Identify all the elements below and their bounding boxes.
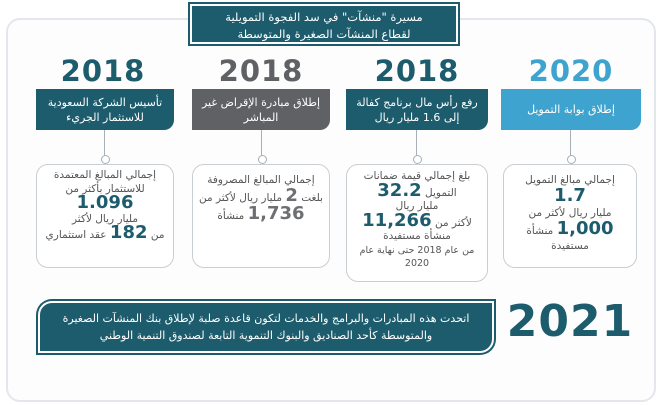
year-2018-venture-capital: 2018 [60,54,146,88]
card-indirect-lending: إجمالي المبالغ المصروفة بلغت 2 مليار ريا… [192,164,330,268]
card-value: 32.2 [377,179,422,201]
connector [567,130,576,164]
card-value: 1,000 [556,218,614,239]
footer-text: اتحدت هذه المبادرات والبرامج والخدمات لت… [62,312,470,342]
card-text: مليار ريال [395,200,439,212]
card-venture-capital: إجمالي المبالغ المعتمدة للاستثمار بأكثر … [36,164,174,268]
card-value: 11,266 [362,209,432,231]
card-value: 1.096 [76,192,134,213]
infographic-title: مسيرة "منشآت" في سد الفجوة التمويلية لقط… [190,4,458,44]
card-kafala: بلغ إجمالي قيمة ضمانات التمويل 32.2 مليا… [346,164,488,282]
card-text: التمويل [425,186,457,199]
card-text: منشأة [526,225,554,237]
banner-venture-capital: تأسيس الشركة السعودية للاستثمار الجريء [36,89,174,130]
banner-label: إطلاق مبادرة الإقراض غير المباشر [201,95,321,124]
card-text: عقد استثماري [45,229,107,241]
card-text: إجمالي المبالغ المعتمدة [53,169,157,181]
card-text: لأكثر من [434,216,472,229]
card-text: من عام 2018 حتى نهاية عام 2020 [359,244,475,270]
title-line-2: لقطاع المنشآت الصغيرة والمتوسطة [237,27,411,41]
connector [258,130,267,164]
card-text: بلغ إجمالي قيمة ضمانات [363,170,471,182]
card-text: من [150,229,165,241]
connector [101,130,110,164]
banner-financing-portal: إطلاق بوابة التمويل [501,89,641,130]
card-text: مليار ريال لأكثر من [528,207,612,219]
year-2020: 2020 [528,54,614,88]
card-text: بلغت [301,192,323,204]
banner-indirect-lending: إطلاق مبادرة الإقراض غير المباشر [192,89,330,130]
card-text: مليار ريال لأكثر [72,212,138,225]
card-value: 182 [109,222,148,243]
card-text: منشأة [217,210,245,222]
card-value: 1.7 [554,185,586,206]
card-financing-portal: إجمالي مبالغ التمويل 1.7 مليار ريال لأكث… [503,164,637,268]
card-text: منشأة مستفيدة [383,230,451,242]
title-line-1: مسيرة "منشآت" في سد الفجوة التمويلية [225,10,423,24]
card-text: للاستثمار بأكثر من [65,182,145,195]
banner-label: تأسيس الشركة السعودية للاستثمار الجريء [47,95,163,124]
year-2021: 2021 [506,296,634,347]
banner-kafala: رفع رأس مال برنامج كفالة إلى 1.6 مليار ر… [346,89,488,130]
year-2018-kafala: 2018 [374,54,460,88]
card-text: مليار ريال لأكثر من [199,192,282,204]
card-text: إجمالي مبالغ التمويل [525,174,615,186]
card-text: إجمالي المبالغ المصروفة [207,174,315,186]
banner-label: رفع رأس مال برنامج كفالة إلى 1.6 مليار ر… [356,95,478,124]
card-text: مستفيدة [551,240,589,252]
card-value: 2 [285,185,298,206]
banner-label: إطلاق بوابة التمويل [527,103,615,116]
connector [413,130,422,164]
card-value: 1,736 [247,203,305,224]
year-2018-indirect-lending: 2018 [218,54,304,88]
footer-summary: اتحدت هذه المبادرات والبرامج والخدمات لت… [38,301,494,353]
